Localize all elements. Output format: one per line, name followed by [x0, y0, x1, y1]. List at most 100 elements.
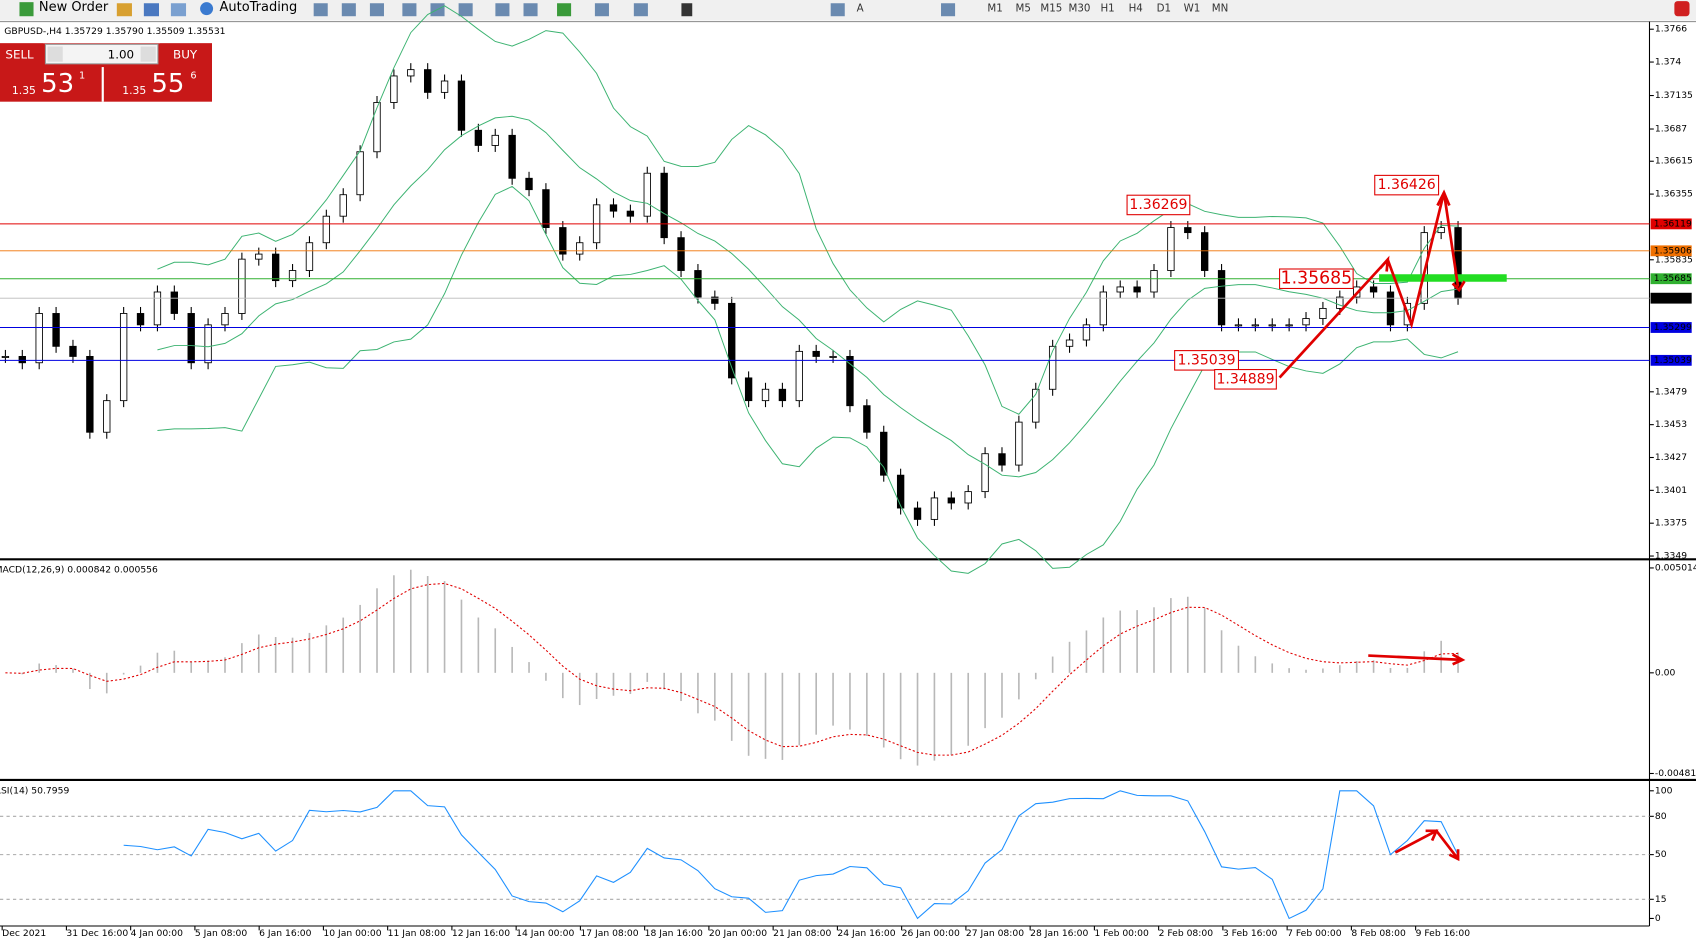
buy-price-frac[interactable]: 6: [190, 71, 196, 82]
lot-value[interactable]: 1.00: [108, 48, 134, 62]
y-tick-label: 1.3427: [1655, 452, 1687, 463]
sell-price-pips[interactable]: 53: [41, 69, 74, 99]
price-level-label: 1.36119: [1654, 218, 1692, 229]
candle-body: [981, 453, 989, 493]
macd-signal: [5, 582, 1459, 756]
autotrading-icon[interactable]: [200, 2, 214, 16]
candle-body: [1369, 286, 1378, 293]
sell-label[interactable]: SELL: [5, 48, 34, 62]
annotation-box: [1374, 174, 1440, 196]
x-tick-label: 28 Jan 16:00: [1030, 928, 1088, 939]
icon[interactable]: [170, 3, 187, 17]
candle-body: [880, 431, 888, 476]
sell-price-frac[interactable]: 1: [79, 71, 85, 82]
autotrading-button[interactable]: AutoTrading: [220, 0, 298, 15]
buy-price-pips[interactable]: 55: [151, 69, 184, 99]
candle-body: [271, 253, 280, 282]
new-order-icon[interactable]: [19, 2, 34, 17]
timeframe-button[interactable]: D1: [1157, 3, 1171, 15]
candle-body: [694, 270, 702, 298]
timeframe-button[interactable]: M5: [1016, 3, 1031, 15]
candle-body: [1167, 227, 1175, 271]
rsi-tick-label: 80: [1655, 811, 1667, 822]
candle-body: [829, 355, 837, 358]
y-tick-label: 1.374: [1655, 57, 1681, 68]
candle-body: [1302, 318, 1310, 326]
sell-button[interactable]: [0, 43, 44, 65]
timeframe-button[interactable]: MN: [1212, 3, 1229, 15]
icon[interactable]: [116, 3, 132, 17]
candle-body: [322, 215, 331, 244]
new-order-button[interactable]: New Order: [39, 0, 109, 15]
buy-label[interactable]: BUY: [173, 48, 198, 62]
candle-body: [373, 102, 381, 153]
candle-body: [1082, 324, 1091, 341]
bollinger-band: [157, 185, 1459, 574]
candle-body: [660, 172, 668, 239]
candle-body: [35, 313, 43, 364]
candle-body: [170, 291, 178, 314]
candle-body: [153, 291, 162, 326]
candle-body: [1, 355, 10, 358]
candle-body: [221, 313, 229, 326]
candle-body: [744, 377, 753, 402]
candle-body: [238, 258, 246, 314]
timeframe-bar: M1 M5 M15 M30 H1 H4 D1 W1 MN: [987, 3, 1228, 15]
x-tick-label: 4 Jan 00:00: [131, 928, 183, 939]
y-tick-label: 1.36355: [1655, 189, 1693, 200]
annotation-box: [1174, 350, 1240, 371]
candle-body: [457, 80, 466, 131]
candle-body: [525, 177, 533, 191]
x-tick-label: 14 Jan 00:00: [516, 928, 574, 939]
x-tick-label: 18 Jan 16:00: [645, 928, 703, 939]
icon[interactable]: [143, 3, 159, 17]
alert-icon[interactable]: [1674, 1, 1690, 17]
candle-body: [913, 507, 922, 520]
candle-body: [86, 355, 94, 433]
y-tick-label: 1.3401: [1655, 485, 1687, 496]
candle-body: [1285, 324, 1293, 327]
timeframe-button[interactable]: M1: [987, 3, 1002, 15]
timeframe-button[interactable]: H4: [1129, 3, 1143, 15]
timeframe-button[interactable]: W1: [1184, 3, 1201, 15]
rsi-tick-label: 50: [1655, 849, 1667, 860]
bollinger-band: [157, 5, 1459, 415]
x-tick-label: 17 Jan 08:00: [580, 928, 638, 939]
candle-body: [119, 313, 128, 402]
candle-body: [491, 134, 499, 146]
candle-body: [998, 453, 1006, 466]
annotation-label: 1.35039: [1178, 352, 1236, 368]
candle-body: [778, 388, 787, 402]
buy-price-big[interactable]: 1.35: [122, 84, 146, 97]
timeframe-button[interactable]: H1: [1100, 3, 1114, 15]
price-level-label: 1.35039: [1654, 355, 1692, 366]
rsi-tick-label: 100: [1655, 785, 1673, 796]
candle-body: [1032, 388, 1040, 423]
x-tick-label: 8 Feb 08:00: [1351, 928, 1406, 939]
x-tick-label: 20 Jan 00:00: [709, 928, 767, 939]
macd-label: MACD(12,26,9) 0.000842 0.000556: [0, 565, 158, 576]
candle-body: [1133, 286, 1141, 293]
lot-input[interactable]: [44, 43, 159, 65]
candle-body: [1048, 345, 1057, 390]
candle-body: [576, 242, 584, 255]
buy-button[interactable]: [160, 43, 212, 65]
x-tick-label: Dec 2021: [2, 928, 46, 939]
annotation-box: [1279, 268, 1354, 290]
candle-body: [1217, 270, 1226, 326]
y-tick-label: 1.3687: [1655, 124, 1687, 135]
toolbar: [0, 0, 1696, 21]
x-tick-label: 12 Jan 16:00: [452, 928, 510, 939]
sell-price-big[interactable]: 1.35: [12, 84, 36, 97]
timeframe-button[interactable]: M15: [1040, 3, 1062, 15]
candle-body: [626, 210, 635, 217]
timeframe-button[interactable]: M30: [1069, 3, 1091, 15]
text-tool[interactable]: A: [857, 3, 864, 15]
price-level-tag: [1650, 273, 1692, 285]
candle-body: [136, 313, 145, 326]
y-tick-label: 1.3453: [1655, 419, 1687, 430]
y-tick-label: 1.3375: [1655, 518, 1687, 529]
x-tick-label: 5 Jan 08:00: [195, 928, 247, 939]
x-tick-label: 21 Jan 08:00: [773, 928, 831, 939]
